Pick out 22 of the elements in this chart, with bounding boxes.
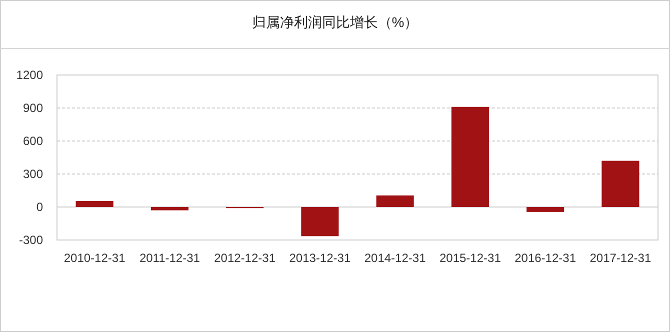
y-tick-label: 300 [22,167,44,181]
x-tick-label: 2012-12-31 [214,251,276,265]
x-tick-label: 2016-12-31 [514,251,576,265]
y-tick-label: 1200 [16,68,44,82]
y-tick-label: 0 [36,200,44,214]
x-tick-label: 2015-12-31 [439,251,502,265]
y-tick-label: 900 [22,101,44,115]
x-tick-label: 2011-12-31 [139,251,200,265]
y-tick-label: 600 [22,134,44,148]
x-tick-label: 2017-12-31 [590,251,652,265]
bar [301,207,339,236]
bar [602,160,640,207]
chart-title: 归属净利润同比增长（%） [252,14,418,30]
y-tick-label: -300 [18,233,44,247]
bar [76,200,114,207]
bar [526,207,564,212]
bar [451,106,489,207]
bar [150,207,188,210]
bar [376,195,414,207]
x-tick-label: 2014-12-31 [364,251,426,265]
x-tick-label: 2010-12-31 [64,251,126,265]
x-tick-label: 2013-12-31 [289,251,351,265]
